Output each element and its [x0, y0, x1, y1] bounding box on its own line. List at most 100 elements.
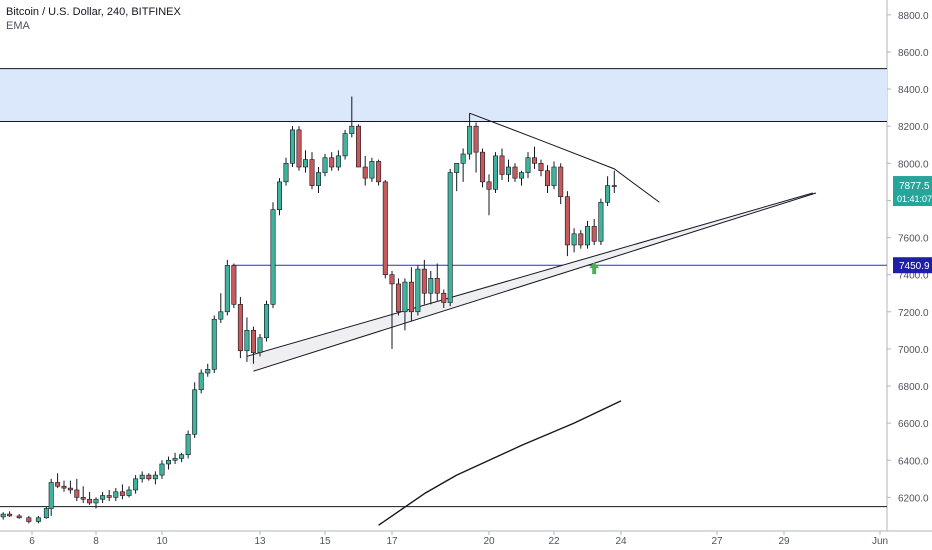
candle — [531, 146, 537, 169]
candle-body-down — [578, 233, 584, 246]
candle — [152, 471, 158, 485]
candle — [146, 473, 152, 481]
candle-body-up — [322, 157, 328, 173]
candle — [518, 170, 524, 186]
candle-body-down — [362, 166, 368, 179]
price-tick-label: 6600.0 — [898, 419, 929, 430]
candle-body-down — [421, 268, 427, 294]
candle-body-down — [309, 159, 315, 186]
candle — [544, 165, 550, 193]
candle-body-up — [218, 311, 224, 320]
candle-body-up — [460, 153, 466, 164]
candle-body-up — [198, 372, 204, 391]
price-tick-label: 7400.0 — [898, 271, 929, 282]
candle — [349, 96, 355, 138]
candle-body-up — [302, 159, 308, 168]
candle-body-down — [480, 151, 486, 183]
candle-body-up — [257, 337, 263, 353]
candle-body-down — [80, 497, 86, 500]
candle — [335, 150, 341, 171]
time-tick-label: 17 — [386, 536, 398, 547]
candle — [611, 170, 617, 193]
current-price-box — [893, 176, 932, 207]
candle-body-down — [389, 274, 395, 285]
candle-body-up — [315, 172, 321, 186]
candle — [598, 198, 604, 245]
candle — [591, 218, 597, 245]
candle-body-down — [231, 265, 237, 305]
candle-body-up — [335, 155, 341, 168]
candle — [315, 167, 321, 193]
candle-body-down — [512, 166, 518, 179]
candle — [113, 488, 119, 502]
candle-body-up — [551, 166, 557, 186]
candle-body-up — [584, 226, 590, 246]
support-price-label: 7450.9 — [899, 261, 930, 272]
candle-body-down — [499, 155, 505, 175]
time-axis[interactable]: 6 8 10 13 15 17 20 22 24 27 29 Jun — [29, 531, 888, 547]
resistance-zone-fill — [0, 68, 887, 122]
candle — [558, 163, 564, 205]
candle-body-up — [139, 474, 145, 480]
indicator-label[interactable]: EMA — [6, 20, 30, 32]
candle-body-down — [531, 157, 537, 164]
candle-body-up — [133, 478, 139, 491]
price-tick-label: 6800.0 — [898, 382, 929, 393]
candle — [257, 334, 263, 357]
candle — [362, 155, 368, 186]
candle-body-down — [296, 129, 302, 168]
candle-body-up — [276, 181, 282, 211]
candle-body-down — [591, 226, 597, 242]
candle-body-up — [192, 389, 198, 435]
time-tick-label: 29 — [778, 536, 790, 547]
price-tick-label: 6400.0 — [898, 456, 929, 467]
candle-body-up — [270, 209, 276, 305]
candle — [415, 265, 421, 316]
candle-body-up — [402, 281, 408, 313]
candle-body-up — [415, 268, 421, 313]
candle — [525, 152, 531, 179]
candle — [283, 157, 289, 186]
candle-body-up — [205, 369, 211, 374]
time-tick-label: 20 — [483, 536, 495, 547]
candle — [80, 486, 86, 503]
candle-body-down — [544, 170, 550, 186]
ascending-channel — [246, 192, 817, 372]
candle — [237, 296, 243, 359]
price-tick-label: 8600.0 — [898, 48, 929, 59]
candle-body-up — [185, 433, 191, 455]
candle-body-up — [93, 498, 99, 504]
candle-body-down — [329, 157, 335, 168]
candle — [205, 363, 211, 377]
candle — [74, 478, 80, 502]
candle — [126, 486, 132, 498]
candle — [441, 289, 447, 309]
candle-body-down — [74, 489, 80, 498]
candle — [605, 176, 611, 206]
candle-body-up — [467, 125, 473, 155]
time-tick-label: 8 — [93, 536, 99, 547]
candle-body-down — [146, 474, 152, 480]
candle — [296, 126, 302, 171]
price-tick-label: 8400.0 — [898, 85, 929, 96]
candle — [369, 157, 375, 182]
candle-body-down — [119, 491, 125, 496]
ema-curve — [378, 400, 622, 526]
channel-upper-line — [246, 192, 813, 357]
time-tick-label: 13 — [254, 536, 266, 547]
price-labels: 7877.5 01:41:07 7450.9 — [893, 176, 932, 274]
candle-body-down — [7, 513, 13, 517]
candle-body-up — [525, 157, 531, 173]
candle-body-up — [447, 172, 453, 303]
candle-body-up — [263, 304, 269, 339]
candle — [428, 270, 434, 305]
candle-body-up — [224, 265, 230, 313]
candle — [119, 484, 125, 500]
candle-body-up — [179, 454, 185, 459]
candle-body-down — [16, 515, 22, 519]
candle-body-down — [538, 163, 544, 172]
candle-body-up — [166, 459, 172, 465]
candle-body-up — [571, 233, 577, 246]
candle — [166, 456, 172, 470]
